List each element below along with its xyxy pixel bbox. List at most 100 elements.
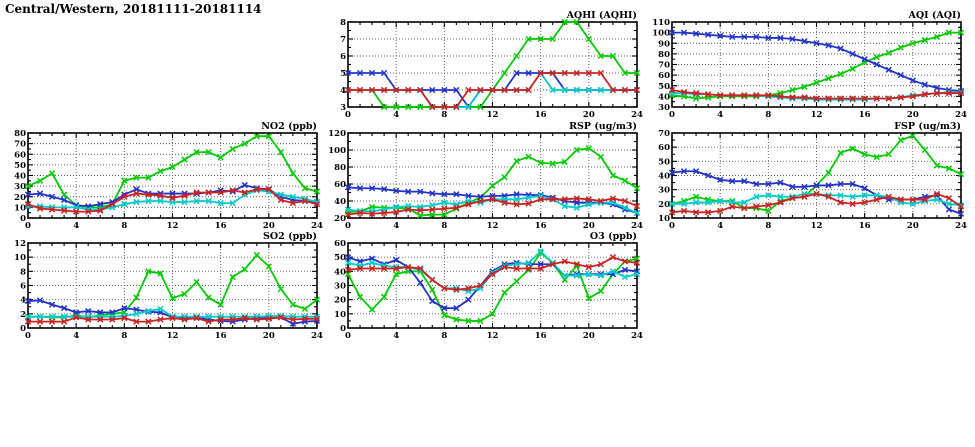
chart-rsp: RSP (ug/m3) 0 4 8 12 16 20 24 20 40 60 80 100 120 xyxy=(328,121,644,233)
gridlines xyxy=(348,133,637,218)
series-red-markers xyxy=(24,314,321,325)
x-tick-label: 24 xyxy=(311,331,323,341)
x-tick-label: 12 xyxy=(167,221,179,231)
rsp-title: RSP (ug/m3) xyxy=(569,121,637,132)
axis-labels: 0 4 8 12 16 20 24 3 4 5 6 7 8 xyxy=(340,18,643,120)
series-blue xyxy=(344,184,641,217)
y-tick-label: 110 xyxy=(652,18,670,28)
y-tick-label: 60 xyxy=(334,180,346,190)
series-cyan-markers xyxy=(24,187,321,213)
x-tick-label: 24 xyxy=(631,331,643,341)
x-tick-label: 0 xyxy=(345,110,351,120)
chart-so2: SO2 (ppb) 0 4 8 12 16 20 24 0 2 4 6 8 10 12 xyxy=(8,231,324,343)
x-tick-label: 16 xyxy=(215,331,227,341)
x-tick-label: 8 xyxy=(121,221,127,231)
o3-plot: O3 (ppb) 0 4 8 12 16 20 24 0 10 20 30 40 50 60 xyxy=(334,231,643,341)
x-tick-label: 16 xyxy=(535,221,547,231)
x-tick-label: 4 xyxy=(717,221,723,231)
series-red-markers xyxy=(344,69,641,111)
y-tick-label: 0 xyxy=(340,324,346,334)
gridlines xyxy=(672,133,961,218)
x-tick-label: 20 xyxy=(583,221,595,231)
y-tick-label: 6 xyxy=(340,52,346,62)
x-tick-label: 0 xyxy=(345,221,351,231)
series-red xyxy=(668,86,965,102)
chart-fsp: FSP (ug/m3) 0 4 8 12 16 20 24 10 20 30 40 50 60 70 xyxy=(652,121,968,233)
x-tick-label: 0 xyxy=(669,221,675,231)
x-tick-label: 4 xyxy=(393,331,399,341)
x-tick-label: 16 xyxy=(535,331,547,341)
y-tick-label: 3 xyxy=(340,103,346,113)
series-cyan-markers xyxy=(668,190,965,209)
y-tick-label: 8 xyxy=(340,18,346,28)
series-blue-line xyxy=(671,170,962,215)
x-tick-label: 12 xyxy=(487,221,499,231)
x-tick-label: 8 xyxy=(441,221,447,231)
x-tick-label: 24 xyxy=(311,221,323,231)
y-tick-label: 10 xyxy=(14,253,26,263)
x-tick-label: 8 xyxy=(441,110,447,120)
chart-aqhi: AQHI (AQHI) 0 4 8 12 16 20 24 3 4 5 6 7 8 xyxy=(328,10,644,122)
x-tick-label: 20 xyxy=(583,331,595,341)
y-tick-label: 4 xyxy=(340,86,346,96)
axis-labels: 0 4 8 12 16 20 24 10 20 30 40 50 60 70 xyxy=(658,129,967,231)
series-blue-markers xyxy=(24,181,321,210)
x-tick-label: 24 xyxy=(631,221,643,231)
chart-o3: O3 (ppb) 0 4 8 12 16 20 24 0 10 20 30 40 50 60 xyxy=(328,231,644,343)
no2-title: NO2 (ppb) xyxy=(261,121,317,132)
page-title: Central/Western, 20181111-20181114 xyxy=(5,2,262,16)
y-tick-label: 90 xyxy=(658,39,670,49)
x-tick-label: 8 xyxy=(441,331,447,341)
x-tick-label: 0 xyxy=(25,331,31,341)
y-tick-label: 60 xyxy=(658,143,670,153)
y-tick-label: 30 xyxy=(658,186,670,196)
series-red xyxy=(344,254,641,293)
y-tick-label: 0 xyxy=(20,214,26,224)
axis-ticks xyxy=(347,21,638,108)
x-tick-label: 4 xyxy=(73,221,79,231)
axis-ticks xyxy=(347,132,638,219)
x-tick-label: 12 xyxy=(487,331,499,341)
x-tick-label: 8 xyxy=(765,221,771,231)
y-tick-label: 30 xyxy=(658,103,670,113)
axis-ticks xyxy=(27,132,318,219)
x-tick-label: 24 xyxy=(631,110,643,120)
y-tick-label: 80 xyxy=(658,50,670,60)
x-tick-label: 4 xyxy=(717,110,723,120)
so2-title: SO2 (ppb) xyxy=(263,231,317,242)
y-tick-label: 60 xyxy=(14,150,26,160)
gridlines xyxy=(348,22,637,107)
x-tick-label: 20 xyxy=(263,221,275,231)
y-tick-label: 120 xyxy=(328,129,346,139)
series-green xyxy=(668,29,965,102)
axis-ticks xyxy=(27,242,318,329)
series-red xyxy=(24,314,321,325)
x-tick-label: 8 xyxy=(765,110,771,120)
y-tick-label: 20 xyxy=(658,200,670,210)
x-tick-label: 0 xyxy=(25,221,31,231)
series-blue-markers xyxy=(24,297,321,327)
series-green-markers xyxy=(24,133,321,211)
x-tick-label: 12 xyxy=(811,221,823,231)
aqhi-plot: AQHI (AQHI) 0 4 8 12 16 20 24 3 4 5 6 7 8 xyxy=(340,10,643,120)
y-tick-label: 12 xyxy=(14,239,26,249)
series-cyan-markers xyxy=(24,305,321,320)
y-tick-label: 20 xyxy=(334,296,346,306)
aqhi-title: AQHI (AQHI) xyxy=(566,10,637,21)
x-tick-label: 16 xyxy=(859,110,871,120)
y-tick-label: 50 xyxy=(658,157,670,167)
y-tick-label: 70 xyxy=(14,140,26,150)
fsp-plot: FSP (ug/m3) 0 4 8 12 16 20 24 10 20 30 40 50 60 70 xyxy=(658,121,967,231)
axis-labels: 0 4 8 12 16 20 24 20 40 60 80 100 120 xyxy=(328,129,643,231)
y-tick-label: 60 xyxy=(334,239,346,249)
series-cyan xyxy=(24,187,321,213)
y-tick-label: 100 xyxy=(328,146,346,156)
series-red-markers xyxy=(668,190,965,216)
series-red-markers xyxy=(668,86,965,102)
x-tick-label: 4 xyxy=(393,221,399,231)
